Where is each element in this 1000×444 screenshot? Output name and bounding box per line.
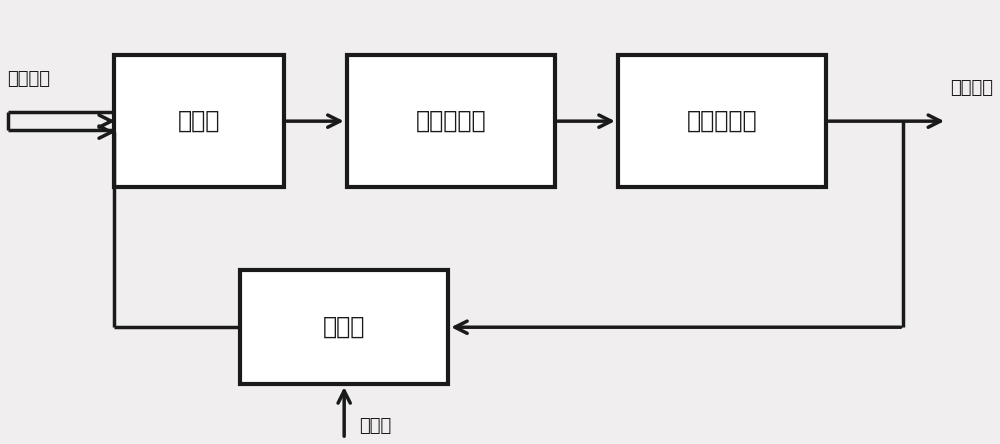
Text: 信号输出: 信号输出: [950, 79, 993, 97]
Bar: [618, 56, 826, 187]
Text: 分频比: 分频比: [359, 416, 391, 435]
Bar: [347, 56, 555, 187]
Text: 鉴相器: 鉴相器: [178, 109, 220, 133]
Text: 数字滤波器: 数字滤波器: [415, 109, 486, 133]
Text: 数控振荡器: 数控振荡器: [687, 109, 757, 133]
Bar: [240, 270, 448, 384]
Text: 分频器: 分频器: [323, 315, 365, 339]
Bar: [114, 56, 284, 187]
Text: 参考信号: 参考信号: [8, 70, 51, 88]
